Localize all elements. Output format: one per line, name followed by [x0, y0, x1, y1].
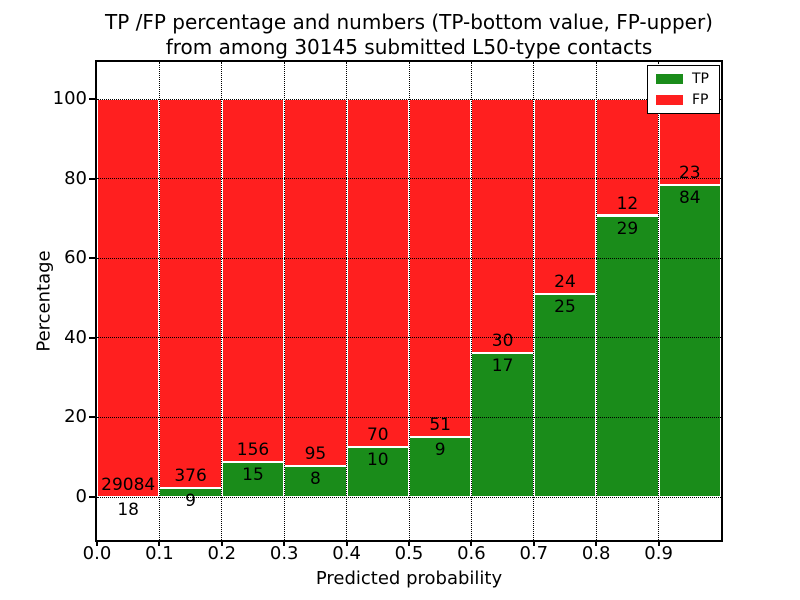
- v-gridline-0.6: [470, 62, 472, 540]
- y-tick-20: [89, 416, 95, 419]
- fp-count-label-0: 29084: [101, 474, 156, 495]
- bar-segment-tp-4: [346, 447, 409, 498]
- legend-item-fp: FP: [656, 93, 709, 107]
- x-tick-label-0.9: 0.9: [644, 543, 673, 564]
- tp-count-label-2: 15: [242, 465, 264, 486]
- x-tick-label-0.7: 0.7: [519, 543, 549, 564]
- bar-segment-tp-5: [409, 437, 472, 497]
- x-tick-label-0.6: 0.6: [457, 543, 486, 564]
- bar-segment-fp-3: [284, 99, 347, 467]
- y-tick-label-80: 80: [64, 167, 87, 189]
- v-gridline-0.2: [221, 62, 223, 540]
- v-gridline-0.7: [533, 62, 535, 540]
- fp-count-label-9: 23: [678, 162, 701, 183]
- legend-label-fp: FP: [692, 92, 709, 108]
- x-tick-0.2: [220, 542, 223, 546]
- bar-segment-tp-8: [596, 215, 659, 497]
- bar-segment-tp-7: [533, 293, 597, 497]
- v-gridline-0.1: [158, 62, 160, 540]
- x-tick-0.1: [158, 542, 161, 546]
- tp-count-label-0: 18: [117, 499, 140, 520]
- legend: TP FP: [647, 65, 720, 114]
- y-tick-100: [89, 98, 95, 100]
- x-tick-0.5: [408, 542, 410, 546]
- legend-label-tp: TP: [692, 71, 709, 87]
- y-tick-0: [89, 496, 95, 499]
- fp-count-label-6: 30: [491, 331, 514, 352]
- fp-count-label-8: 12: [616, 193, 639, 214]
- legend-swatch-tp: [656, 74, 683, 84]
- tp-count-label-4: 10: [366, 450, 389, 471]
- bar-segment-fp-6: [471, 99, 534, 354]
- y-tick-label-20: 20: [64, 406, 87, 428]
- bar-segment-fp-2: [221, 99, 285, 463]
- x-tick-0.4: [345, 542, 348, 546]
- v-gridline-0.4: [346, 62, 348, 540]
- x-tick-label-0.5: 0.5: [394, 543, 424, 564]
- legend-item-tp: TP: [656, 72, 709, 86]
- tp-count-label-8: 29: [616, 218, 639, 239]
- y-tick-40: [89, 336, 95, 339]
- x-tick-0.3: [283, 542, 286, 546]
- chart-title-line2: from among 30145 submitted L50-type cont…: [165, 35, 653, 59]
- v-gridline-0.5: [408, 62, 410, 540]
- bar-segment-tp-1: [159, 487, 222, 497]
- tp-count-label-6: 17: [491, 356, 514, 377]
- x-tick-label-0.3: 0.3: [269, 543, 299, 564]
- bar-segment-tp-2: [221, 462, 285, 497]
- x-tick-0.0: [96, 542, 98, 546]
- v-gridline-0.8: [595, 62, 597, 540]
- bar-segment-tp-3: [284, 466, 347, 497]
- bar-segment-tp-6: [471, 353, 534, 497]
- bar-segment-fp-1: [159, 99, 222, 488]
- fp-count-label-1: 376: [174, 465, 207, 486]
- bar-segment-fp-7: [533, 99, 597, 294]
- fp-count-label-3: 95: [304, 444, 327, 465]
- x-tick-0.8: [595, 542, 598, 546]
- bar-segment-fp-8: [596, 99, 659, 216]
- legend-swatch-fp: [656, 95, 683, 105]
- x-tick-0.9: [657, 542, 660, 546]
- y-tick-label-40: 40: [64, 326, 87, 348]
- v-gridline-0.9: [658, 62, 660, 540]
- v-gridline-0.3: [283, 62, 285, 540]
- tp-count-label-3: 8: [309, 469, 321, 490]
- fp-count-label-2: 156: [236, 440, 270, 461]
- y-tick-label-60: 60: [64, 247, 87, 269]
- tp-count-label-9: 84: [678, 187, 701, 208]
- plot-area: TP FP 29084 18 376 9 156 15 95 8 70 10 51 9 30 17 24 25 1…: [95, 60, 723, 542]
- y-tick-label-0: 0: [75, 486, 87, 508]
- tp-count-label-1: 9: [185, 490, 197, 511]
- tp-count-label-5: 9: [434, 440, 446, 461]
- x-tick-0.6: [470, 542, 473, 546]
- y-tick-60: [89, 257, 95, 260]
- chart-title: TP /FP percentage and numbers (TP-bottom…: [97, 10, 721, 60]
- bar-segment-fp-5: [409, 99, 472, 438]
- fp-count-label-7: 24: [554, 271, 576, 292]
- bar-segment-tp-9: [658, 184, 721, 497]
- x-tick-label-0.4: 0.4: [332, 543, 361, 564]
- x-tick-label-0.2: 0.2: [207, 543, 237, 564]
- tp-count-label-7: 25: [554, 296, 576, 317]
- chart-title-line1: TP /FP percentage and numbers (TP-bottom…: [105, 10, 713, 34]
- bar-segment-fp-4: [346, 99, 409, 448]
- fp-count-label-5: 51: [429, 415, 452, 436]
- x-tick-label-0.8: 0.8: [581, 543, 611, 564]
- x-axis-label: Predicted probability: [315, 568, 503, 589]
- bar-segment-fp-0: [97, 99, 160, 497]
- x-tick-label-0.1: 0.1: [145, 543, 174, 564]
- x-tick-0.7: [532, 542, 535, 546]
- y-tick-label-100: 100: [52, 88, 87, 109]
- fp-count-label-4: 70: [366, 425, 389, 446]
- x-tick-label-0.0: 0.0: [82, 543, 112, 564]
- y-tick-80: [89, 177, 95, 180]
